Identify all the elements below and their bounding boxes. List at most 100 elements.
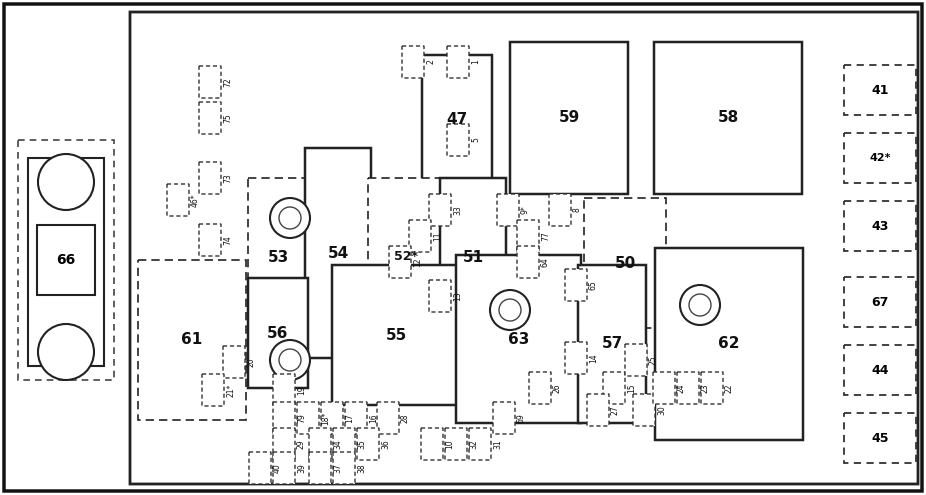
- Text: 55: 55: [385, 328, 407, 343]
- Text: 46*: 46*: [191, 193, 200, 207]
- FancyBboxPatch shape: [332, 265, 460, 405]
- FancyBboxPatch shape: [273, 374, 295, 406]
- Text: 10: 10: [445, 439, 454, 449]
- Text: 34: 34: [333, 439, 342, 449]
- Text: 25: 25: [649, 355, 658, 365]
- FancyBboxPatch shape: [273, 452, 295, 484]
- FancyBboxPatch shape: [549, 194, 571, 226]
- Text: 12: 12: [413, 257, 422, 267]
- FancyBboxPatch shape: [655, 248, 803, 440]
- Text: 1: 1: [471, 59, 480, 64]
- Text: 75: 75: [223, 113, 232, 123]
- FancyBboxPatch shape: [4, 4, 922, 491]
- Text: 18*: 18*: [321, 411, 330, 425]
- Circle shape: [499, 299, 521, 321]
- Text: 42*: 42*: [870, 153, 891, 163]
- Text: 79: 79: [297, 413, 306, 423]
- FancyBboxPatch shape: [429, 280, 451, 312]
- Text: 53: 53: [268, 249, 289, 264]
- FancyBboxPatch shape: [565, 269, 587, 301]
- FancyBboxPatch shape: [357, 428, 379, 460]
- FancyBboxPatch shape: [248, 178, 308, 336]
- Text: 64: 64: [541, 257, 550, 267]
- Text: 72: 72: [223, 77, 232, 87]
- Text: 26: 26: [553, 383, 562, 393]
- Text: 22: 22: [725, 383, 734, 393]
- FancyBboxPatch shape: [309, 428, 331, 460]
- FancyBboxPatch shape: [333, 428, 355, 460]
- FancyBboxPatch shape: [199, 66, 221, 98]
- Text: 15: 15: [627, 383, 636, 393]
- FancyBboxPatch shape: [677, 372, 699, 404]
- Text: 62: 62: [719, 337, 740, 351]
- Text: 2: 2: [426, 59, 435, 64]
- Text: 19: 19: [297, 385, 306, 395]
- FancyBboxPatch shape: [305, 148, 371, 358]
- FancyBboxPatch shape: [456, 255, 581, 423]
- FancyBboxPatch shape: [603, 372, 625, 404]
- Text: 61: 61: [181, 333, 203, 347]
- FancyBboxPatch shape: [844, 133, 916, 183]
- FancyBboxPatch shape: [28, 158, 104, 366]
- FancyBboxPatch shape: [653, 372, 675, 404]
- Text: 23: 23: [701, 383, 710, 393]
- FancyBboxPatch shape: [529, 372, 551, 404]
- FancyBboxPatch shape: [625, 344, 647, 376]
- FancyBboxPatch shape: [447, 124, 469, 156]
- FancyBboxPatch shape: [584, 198, 666, 328]
- FancyBboxPatch shape: [321, 402, 343, 434]
- Text: 41: 41: [871, 84, 889, 97]
- Text: 28: 28: [401, 413, 410, 423]
- FancyBboxPatch shape: [844, 277, 916, 327]
- FancyBboxPatch shape: [402, 46, 424, 78]
- Text: 31: 31: [493, 439, 502, 449]
- Text: 21*: 21*: [226, 383, 235, 396]
- Text: 32: 32: [469, 439, 478, 449]
- Text: 69: 69: [517, 413, 526, 423]
- Text: 51: 51: [462, 249, 483, 264]
- Text: 30: 30: [657, 405, 666, 415]
- FancyBboxPatch shape: [199, 102, 221, 134]
- Text: 56: 56: [268, 326, 289, 341]
- Text: 33: 33: [453, 205, 462, 215]
- Text: 35: 35: [357, 439, 366, 449]
- FancyBboxPatch shape: [297, 402, 319, 434]
- Text: 73: 73: [223, 173, 232, 183]
- FancyBboxPatch shape: [223, 346, 245, 378]
- FancyBboxPatch shape: [497, 194, 519, 226]
- FancyBboxPatch shape: [565, 342, 587, 374]
- Text: 58: 58: [718, 110, 739, 126]
- Text: 29: 29: [297, 439, 306, 449]
- Text: 57: 57: [601, 337, 622, 351]
- FancyBboxPatch shape: [587, 394, 609, 426]
- FancyBboxPatch shape: [138, 260, 246, 420]
- FancyBboxPatch shape: [422, 55, 492, 183]
- Text: 5: 5: [471, 138, 480, 143]
- Text: 8: 8: [573, 207, 582, 212]
- Text: 36: 36: [381, 439, 390, 449]
- FancyBboxPatch shape: [309, 452, 331, 484]
- FancyBboxPatch shape: [517, 246, 539, 278]
- Text: 40: 40: [273, 463, 282, 473]
- FancyBboxPatch shape: [368, 178, 444, 336]
- FancyBboxPatch shape: [18, 140, 114, 380]
- FancyBboxPatch shape: [345, 402, 367, 434]
- Text: 9*: 9*: [521, 205, 530, 214]
- Circle shape: [38, 324, 94, 380]
- Text: 74: 74: [223, 235, 232, 245]
- Text: 39: 39: [297, 463, 306, 473]
- Text: 38: 38: [357, 463, 366, 473]
- FancyBboxPatch shape: [517, 220, 539, 252]
- FancyBboxPatch shape: [249, 452, 271, 484]
- FancyBboxPatch shape: [844, 413, 916, 463]
- Text: 52*: 52*: [394, 250, 418, 263]
- Circle shape: [279, 207, 301, 229]
- FancyBboxPatch shape: [654, 42, 802, 194]
- Text: 16: 16: [369, 413, 378, 423]
- FancyBboxPatch shape: [167, 184, 189, 216]
- FancyBboxPatch shape: [421, 428, 443, 460]
- FancyBboxPatch shape: [493, 402, 515, 434]
- FancyBboxPatch shape: [578, 265, 646, 423]
- FancyBboxPatch shape: [389, 246, 411, 278]
- Text: 17: 17: [345, 413, 354, 423]
